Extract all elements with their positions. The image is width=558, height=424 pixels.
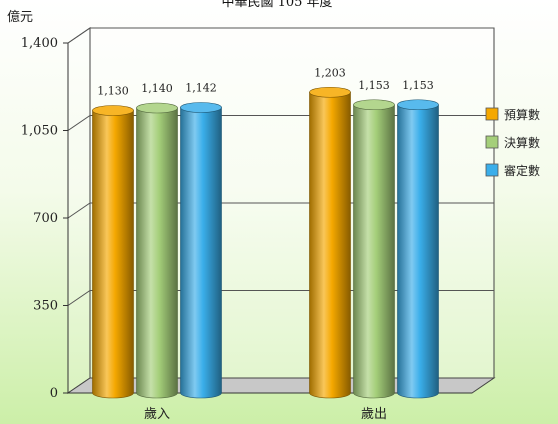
bar-top (180, 102, 222, 113)
bar (397, 104, 439, 399)
bar-top (397, 99, 439, 111)
axes: 0 350 700 1,050 1,400 (21, 36, 472, 401)
data-label: 1,153 (402, 79, 434, 92)
y-axis-unit-label: 億元 (7, 9, 33, 25)
data-label: 1,153 (358, 79, 390, 92)
legend-swatch (485, 107, 499, 121)
legend-label: 預算數 (504, 107, 540, 122)
data-label: 1,142 (185, 82, 217, 95)
y-tick-label: 0 (50, 386, 58, 401)
x-category-label: 歲出 (361, 407, 387, 422)
y-tick-label: 1,050 (21, 124, 58, 139)
legend-swatch (485, 135, 499, 149)
bar (92, 110, 134, 399)
bars (92, 86, 439, 399)
data-label: 1,130 (97, 85, 129, 98)
gridline (67, 27, 494, 44)
labels: 億元 中華民國 105 年度 1,130 1,140 1,142 歲入 1,203 1,153… (7, 0, 434, 422)
bar (309, 91, 351, 399)
chart-title: 中華民國 105 年度 (221, 0, 332, 10)
bar-top (92, 105, 134, 116)
data-label: 1,140 (141, 82, 173, 95)
bar-top (136, 102, 178, 114)
y-tick-label: 700 (33, 211, 58, 226)
bar (136, 107, 178, 399)
legend-label: 決算數 (504, 135, 540, 150)
x-category-label: 歲入 (144, 407, 170, 422)
bar (180, 107, 222, 399)
y-tick-label: 350 (33, 299, 58, 314)
legend-swatch (485, 163, 499, 177)
bar-top (353, 99, 395, 111)
y-tick-label: 1,400 (21, 36, 58, 51)
bar-top (309, 86, 351, 98)
legend-label: 審定數 (504, 163, 540, 178)
data-label: 1,203 (314, 66, 346, 79)
bar (353, 104, 395, 399)
